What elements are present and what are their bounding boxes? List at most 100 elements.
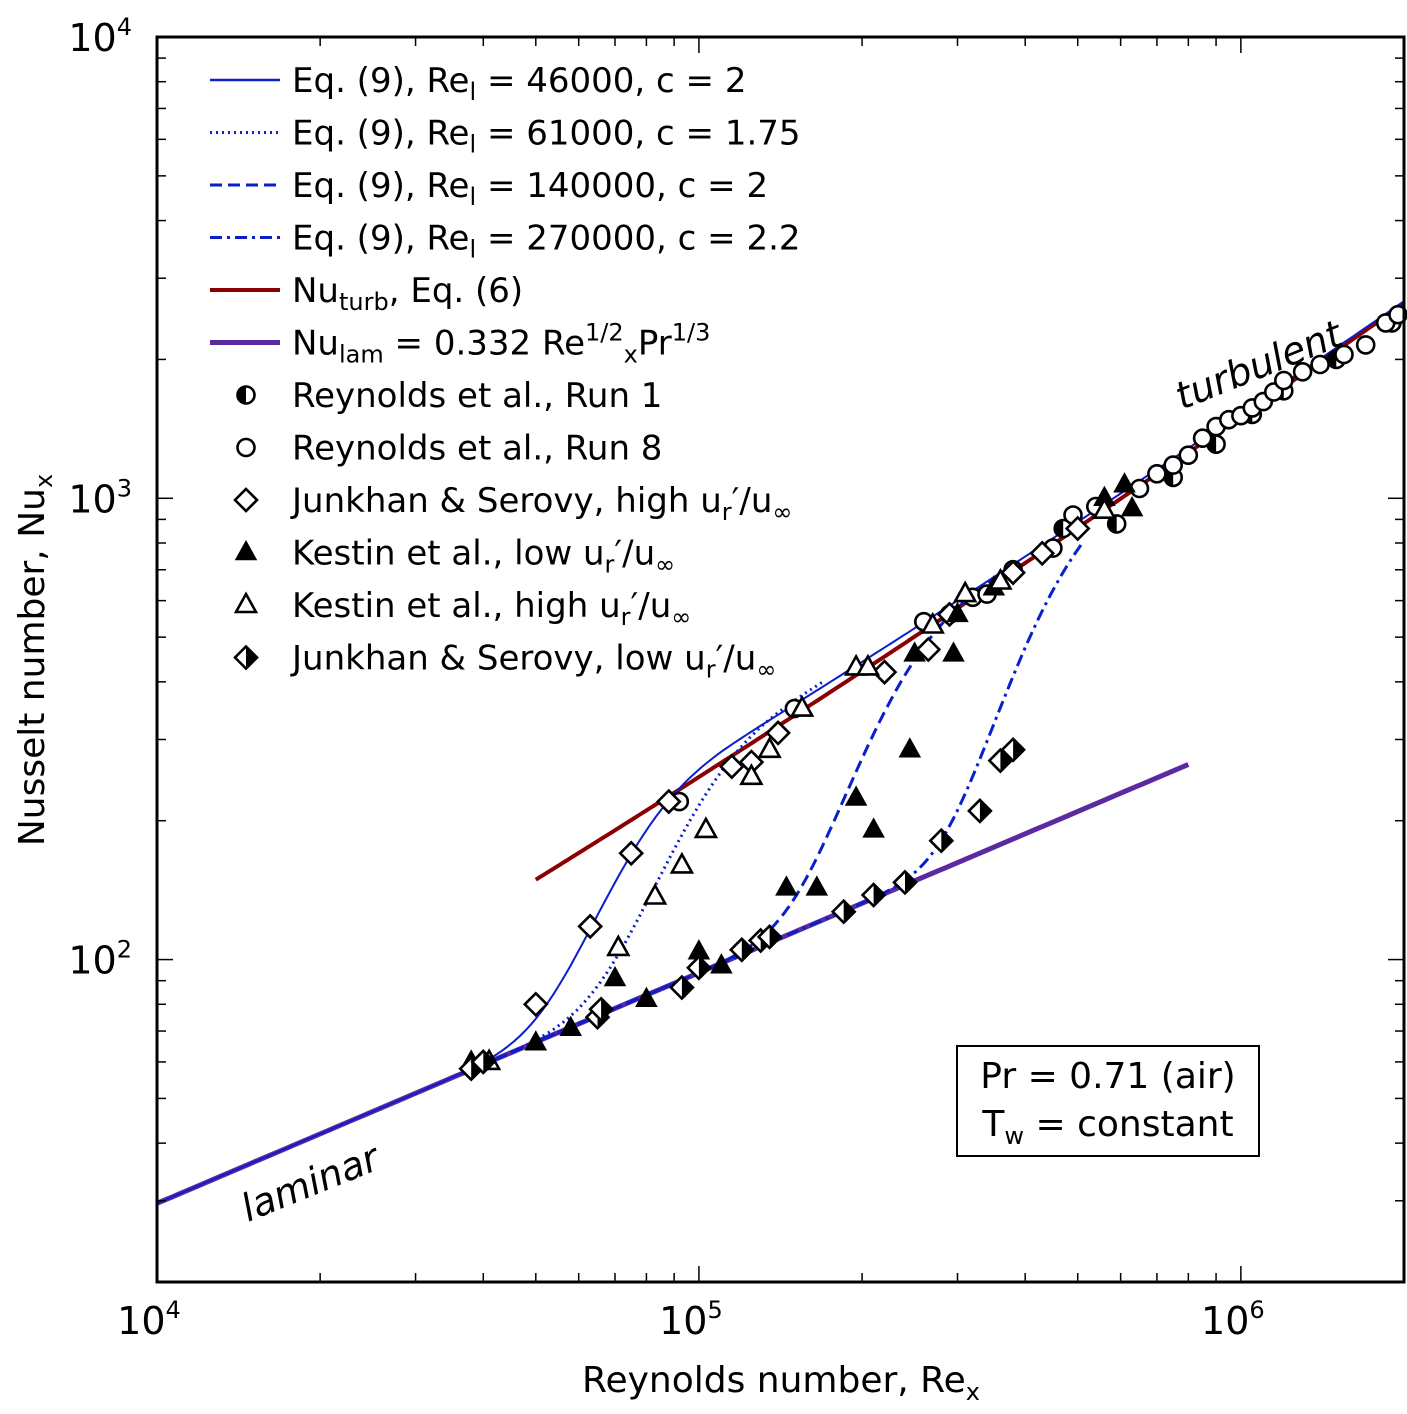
- halfdiamond-point-12: [928, 827, 955, 854]
- trifill-point-17: [1113, 472, 1136, 493]
- legend-label: Nuturb, Eq. (6): [292, 271, 523, 316]
- legend-entry-3: Eq. (9), Rel = 270000, c = 2.2: [210, 219, 801, 264]
- halfcircle-point-0: [1053, 518, 1073, 539]
- halfdiamond-point-4: [669, 974, 695, 1001]
- trifill-point-8: [805, 875, 829, 896]
- trifill-point-18: [1120, 496, 1144, 517]
- legend-entry-2: Eq. (9), Rel = 140000, c = 2: [210, 166, 768, 211]
- legend-entry-8: Junkhan & Serovy, high ur′/u∞: [233, 481, 792, 526]
- x-axis-label: Reynolds number, Rex: [582, 1360, 980, 1406]
- halfdiamond-point-1: [470, 1049, 497, 1075]
- legend-label: Eq. (9), Rel = 140000, c = 2: [292, 166, 768, 211]
- x-tick-label-5: 105: [659, 1296, 723, 1343]
- legend-entry-0: Eq. (9), Rel = 46000, c = 2: [210, 61, 746, 106]
- triopen-point-7: [789, 694, 815, 717]
- legend-label: Eq. (9), Rel = 270000, c = 2.2: [292, 219, 801, 264]
- diamond-point-12: [1064, 515, 1091, 542]
- diamond-point-2: [618, 840, 645, 867]
- diamond-point-11: [1029, 540, 1056, 567]
- circle-point-25: [1355, 335, 1376, 355]
- circle-point-12: [1163, 455, 1183, 475]
- triopen-point-10: [920, 611, 945, 634]
- axes-layer: 104 105 106 102 103 104: [68, 13, 1406, 1343]
- legend-marker: [233, 591, 259, 614]
- legend-label: Junkhan & Serovy, high ur′/u∞: [290, 481, 792, 526]
- halfdiamond-point-10: [860, 882, 887, 908]
- circle-point-24: [1334, 344, 1354, 365]
- legend-marker: [233, 644, 259, 671]
- legend-marker: [234, 539, 258, 561]
- circle-point-23: [1310, 354, 1330, 375]
- y-axis-label: Nusselt number, Nux: [12, 474, 58, 846]
- y-tick-label-4: 104: [68, 13, 132, 60]
- halfdiamond-point-6: [728, 936, 755, 963]
- halfdiamond-point-3: [588, 996, 614, 1023]
- legend-label: Nulam = 0.332 Re1/2xPr1/3: [292, 319, 710, 369]
- y-tick-label-3: 103: [68, 474, 132, 521]
- circle-point-21: [1274, 370, 1294, 391]
- legend-entry-5: Nulam = 0.332 Re1/2xPr1/3: [210, 319, 710, 369]
- legend-entry-10: Kestin et al., high ur′/u∞: [233, 586, 691, 631]
- legend: Eq. (9), Rel = 46000, c = 2 Eq. (9), Rel …: [210, 61, 801, 684]
- legend-label: Eq. (9), Rel = 46000, c = 2: [292, 61, 746, 106]
- legend-label: Junkhan & Serovy, low ur′/u∞: [290, 639, 776, 684]
- halfdiamond-point-11: [892, 869, 918, 896]
- trifill-point-2: [559, 1015, 582, 1036]
- trifill-point-14: [946, 601, 969, 623]
- wall-temp-text: Tw = constant: [981, 1104, 1233, 1150]
- legend-label: Kestin et al., high ur′/u∞: [292, 586, 691, 631]
- legend-marker: [236, 437, 256, 458]
- legend-label: Eq. (9), Rel = 61000, c = 1.75: [292, 114, 801, 159]
- plot-frame: [155, 35, 1406, 1284]
- diamond-point-6: [765, 720, 791, 746]
- trifill-point-11: [898, 737, 922, 758]
- halfdiamond-point-13: [967, 798, 993, 824]
- trifill-point-4: [635, 986, 658, 1008]
- circle-point-13: [1178, 445, 1199, 466]
- triopen-point-11: [952, 580, 978, 603]
- legend-marker: [233, 487, 259, 513]
- legend-entry-9: Kestin et al., low ur′/u∞: [234, 534, 675, 579]
- diamond-point-7: [871, 659, 898, 685]
- halfcircle-point-1: [1106, 514, 1127, 534]
- halfdiamond-point-5: [686, 954, 712, 981]
- x-tick-label-6: 106: [1201, 1296, 1265, 1343]
- trifill-point-1: [524, 1030, 548, 1051]
- legend-marker: [236, 385, 256, 405]
- triopen-point-13: [1092, 497, 1117, 520]
- legend-entry-4: Nuturb, Eq. (6): [210, 271, 523, 316]
- diamond-point-3: [655, 788, 682, 815]
- trifill-point-6: [710, 953, 733, 974]
- triopen-point-1: [606, 934, 631, 957]
- trifill-point-12: [903, 641, 926, 662]
- diamond-point-8: [915, 636, 942, 663]
- diamond-point-4: [718, 753, 745, 780]
- trifill-point-9: [844, 785, 868, 806]
- conditions-box: Pr = 0.71 (air) Tw = constant: [956, 1045, 1260, 1157]
- markers-layer: [458, 304, 1407, 1082]
- x-tick-label-4: 104: [117, 1296, 181, 1343]
- prandtl-text: Pr = 0.71 (air): [980, 1056, 1235, 1097]
- trifill-point-7: [775, 875, 798, 896]
- triopen-point-3: [669, 851, 695, 874]
- circle-point-14: [1192, 428, 1213, 449]
- halfdiamond-point-9: [830, 898, 857, 925]
- y-tick-label-2: 102: [68, 936, 132, 983]
- halfdiamond-point-15: [1000, 736, 1026, 763]
- legend-label: Kestin et al., low ur′/u∞: [292, 534, 675, 579]
- triopen-point-5: [739, 763, 764, 786]
- diamond-point-0: [522, 991, 549, 1018]
- triopen-point-4: [693, 816, 719, 839]
- legend-label: Reynolds et al., Run 1: [292, 376, 662, 416]
- halfdiamond-point-8: [756, 924, 783, 950]
- triopen-point-2: [642, 882, 668, 905]
- triopen-point-12: [988, 567, 1013, 590]
- triopen-point-9: [855, 653, 881, 676]
- circle-point-11: [1147, 463, 1167, 484]
- circle-point-22: [1292, 361, 1313, 382]
- laminar-annotation: laminar: [235, 1135, 388, 1231]
- legend-label: Reynolds et al., Run 8: [292, 429, 662, 469]
- diamond-point-1: [577, 913, 604, 940]
- trifill-point-13: [942, 641, 965, 662]
